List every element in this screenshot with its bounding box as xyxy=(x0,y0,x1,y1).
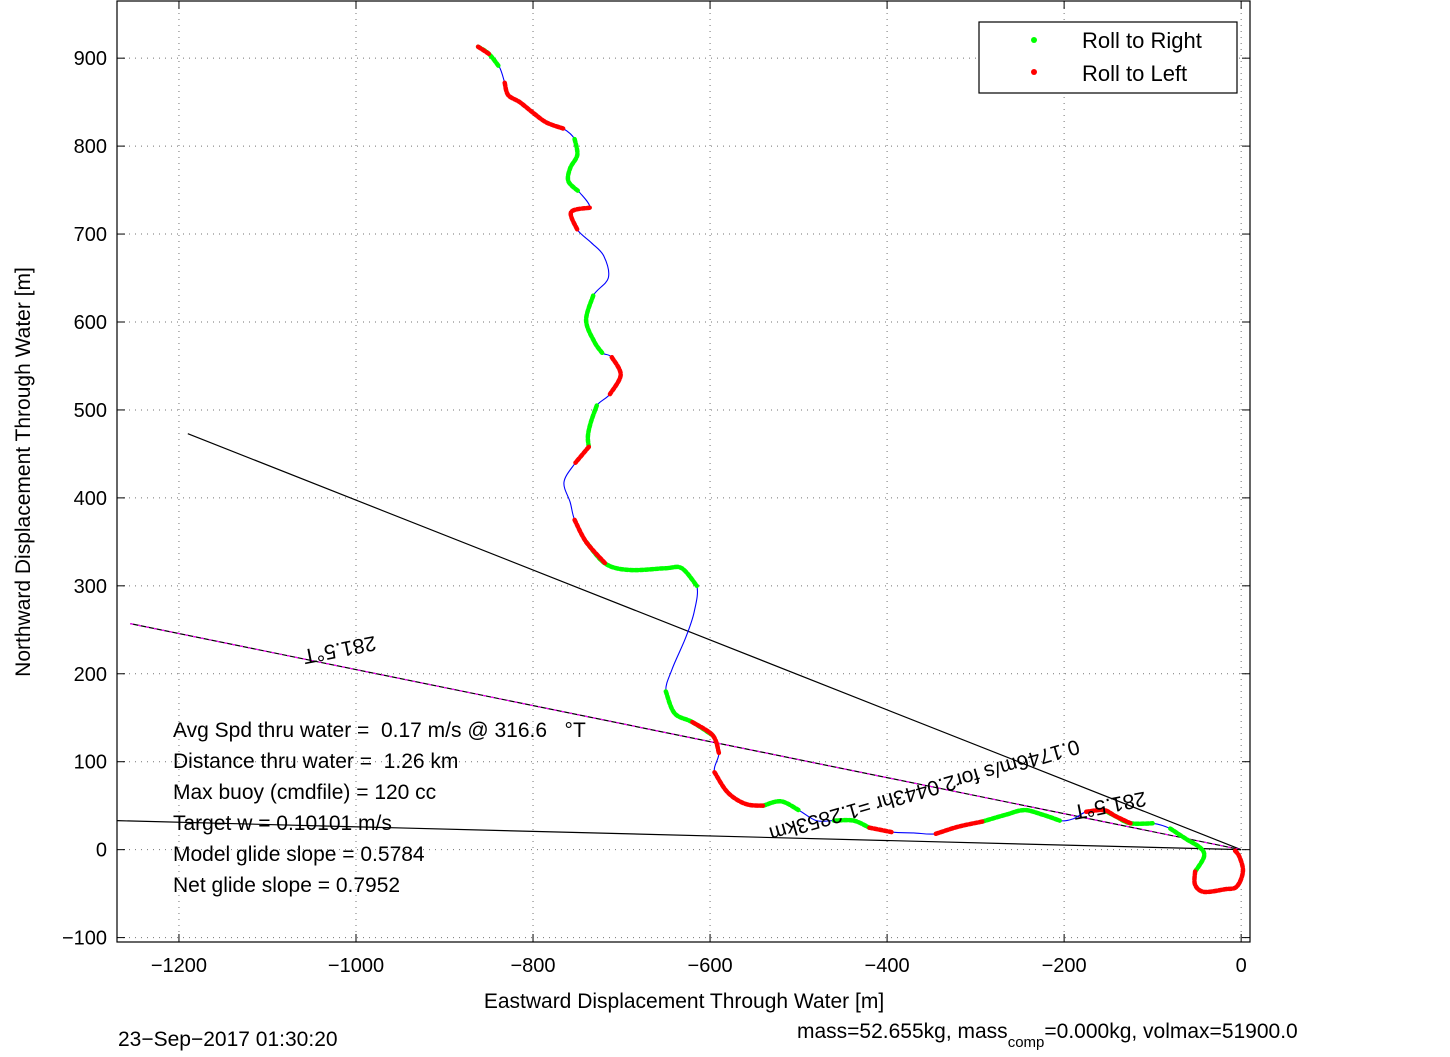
y-tick-label: −100 xyxy=(62,928,107,950)
roll-left-markers xyxy=(1083,807,1133,826)
x-tick-label: −200 xyxy=(1042,955,1087,977)
x-tick-label: −800 xyxy=(510,955,555,977)
roll-markers xyxy=(475,44,1246,895)
x-tick-label: −600 xyxy=(688,955,733,977)
y-axis-label: Northward Displacement Through Water [m] xyxy=(12,267,35,677)
x-tick-label: −400 xyxy=(865,955,910,977)
stats-block: Avg Spd thru water = 0.17 m/s @ 316.6 °T… xyxy=(173,719,586,897)
heading-line xyxy=(130,623,1242,851)
legend: Roll to Right Roll to Left xyxy=(978,21,1238,94)
reference-line xyxy=(187,433,1242,851)
mass-info-b: =0.000kg, volmax=51900.0 xyxy=(1044,1020,1297,1043)
roll-left-markers xyxy=(568,205,592,232)
y-tick-label: 200 xyxy=(74,664,107,686)
x-axis-label: Eastward Displacement Through Water [m] xyxy=(484,990,884,1013)
stat-model-glide: Model glide slope = 0.5784 xyxy=(173,843,425,866)
timestamp: 23−Sep−2017 01:30:20 xyxy=(118,1028,338,1051)
mass-info: mass=52.655kg, masscomp=0.000kg, volmax=… xyxy=(797,1020,1298,1051)
y-tick-label: 400 xyxy=(74,488,107,510)
axis-ticks: −1200 −1000 −800 −600 −400 −200 0−100010020030… xyxy=(62,1,1250,977)
legend-marker-right xyxy=(1031,37,1037,43)
roll-left-markers xyxy=(933,819,985,837)
plot-frame xyxy=(116,0,1251,943)
roll-left-markers xyxy=(573,444,592,465)
y-tick-label: 900 xyxy=(74,48,107,70)
y-tick-label: 600 xyxy=(74,312,107,334)
y-tick-label: 300 xyxy=(74,576,107,598)
reference-lines xyxy=(116,433,1242,851)
y-tick-label: 700 xyxy=(74,224,107,246)
roll-left-markers xyxy=(502,80,566,131)
x-tick-label: −1000 xyxy=(328,955,384,977)
legend-box xyxy=(978,21,1238,94)
roll-left-markers xyxy=(690,719,722,756)
roll-right-markers xyxy=(583,293,605,356)
legend-label-right: Roll to Right xyxy=(1082,28,1202,53)
roll-right-markers xyxy=(565,136,582,195)
grid-lines xyxy=(117,1,1250,942)
roll-right-markers xyxy=(831,817,872,830)
y-tick-label: 100 xyxy=(74,752,107,774)
roll-left-markers xyxy=(572,517,608,567)
roll-left-markers xyxy=(1192,847,1246,895)
roll-right-markers xyxy=(585,403,600,450)
roll-right-markers xyxy=(980,807,1062,824)
stat-max-buoy: Max buoy (cmdfile) = 120 cc xyxy=(173,781,436,804)
mass-info-a: mass=52.655kg, mass xyxy=(797,1020,1008,1043)
x-tick-label: −1200 xyxy=(151,955,207,977)
y-tick-label: 800 xyxy=(74,136,107,158)
roll-left-markers xyxy=(867,825,894,835)
roll-left-markers xyxy=(475,44,492,57)
y-tick-label: 0 xyxy=(96,840,107,862)
stat-target-w: Target w = 0.10101 m/s xyxy=(173,812,392,835)
roll-left-markers xyxy=(712,770,766,808)
x-tick-label: 0 xyxy=(1236,955,1247,977)
stat-avg-speed: Avg Spd thru water = 0.17 m/s @ 316.6 °T xyxy=(173,719,586,742)
roll-left-markers xyxy=(607,354,623,397)
reference-line xyxy=(116,820,1242,851)
roll-right-markers xyxy=(1168,826,1207,874)
stat-distance: Distance thru water = 1.26 km xyxy=(173,750,458,773)
legend-marker-left xyxy=(1031,69,1037,75)
mass-info-sub: comp xyxy=(1008,1034,1045,1051)
y-tick-label: 500 xyxy=(74,400,107,422)
stat-net-glide: Net glide slope = 0.7952 xyxy=(173,874,400,897)
roll-right-markers xyxy=(760,799,801,813)
legend-label-left: Roll to Left xyxy=(1082,61,1187,86)
